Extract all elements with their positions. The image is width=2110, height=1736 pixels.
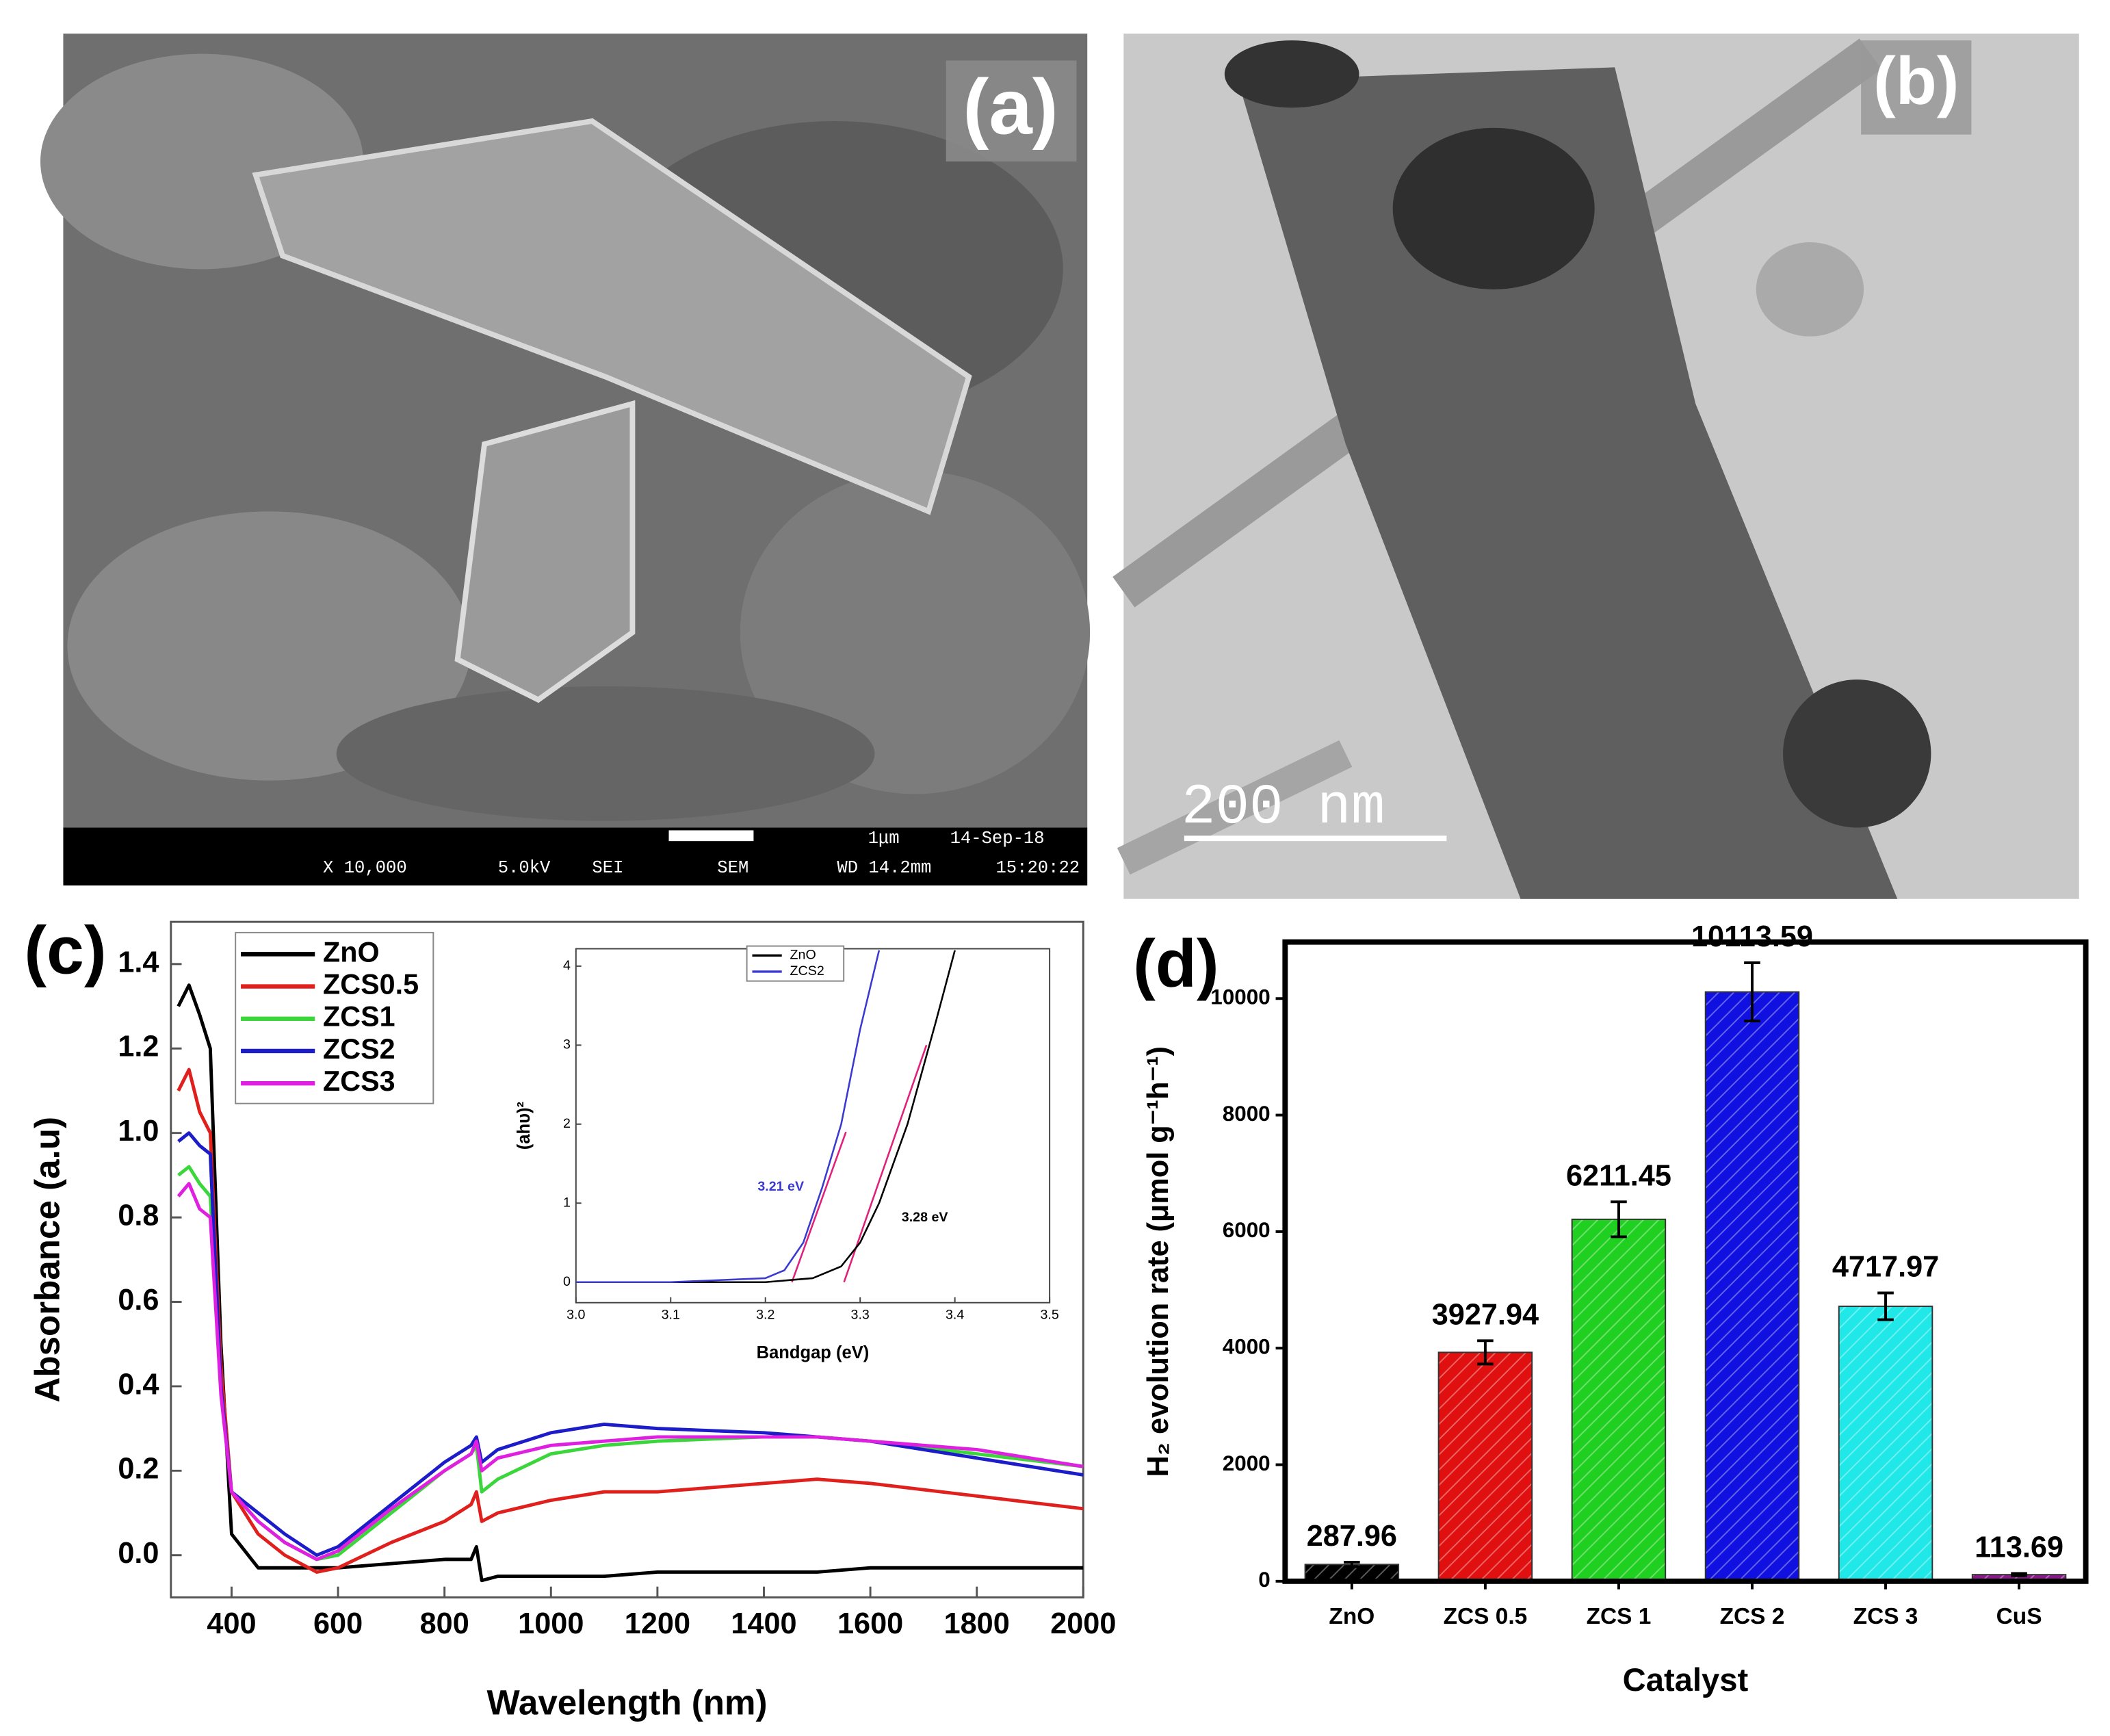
series-line [177,1182,1084,1562]
fit-line [791,1131,847,1283]
x-tick-label: 3.2 [756,1308,774,1323]
data-label: 10113.59 [1691,920,1813,953]
plot-frame [170,920,1084,1598]
error-bar [1877,1291,1894,1321]
x-tick-label: 3.5 [1040,1308,1058,1323]
x-tick-label: 3.3 [851,1308,870,1323]
x-axis-label: Bandgap (eV) [757,1343,870,1362]
y-tick-label: 4000 [1223,1335,1271,1359]
tem-image: (b) 200 nm [1112,34,2079,899]
sem-footer: 14-Sep-18 [950,829,1045,848]
x-tick-label: ZnO [1329,1604,1375,1629]
legend-label: ZnO [323,936,380,968]
x-axis-label: Wavelength (nm) [487,1683,768,1722]
sem-footer: X 10,000 [323,858,407,878]
x-tick-label: 3.0 [566,1308,585,1323]
x-tick-label: ZCS 0.5 [1444,1604,1528,1629]
series-line [177,1165,1084,1562]
sem-footer: 1μm [868,829,900,848]
y-tick-label: 3 [563,1037,571,1052]
sem-footer: WD 14.2mm [837,858,931,878]
panel-label: (d) [1133,926,1219,1001]
y-tick-label: 0.2 [118,1453,159,1486]
sem-footer: 5.0kV [498,858,551,878]
y-tick-label: 0.4 [118,1368,159,1401]
x-tick-label: 400 [207,1607,256,1640]
data-label: 4717.97 [1832,1251,1939,1284]
fit-line [843,1044,928,1283]
legend-label: ZCS2 [323,1033,395,1065]
error-bar [1477,1339,1494,1366]
data-label: 6211.45 [1566,1159,1671,1192]
y-axis-label: Absorbance (a.u) [27,1117,66,1403]
y-tick-label: 1.2 [118,1031,159,1063]
y-tick-label: 2000 [1223,1451,1271,1475]
x-tick-label: 1200 [625,1607,690,1640]
sem-footer: SEM [717,858,748,878]
sem-footer: 15:20:22 [995,858,1080,878]
x-tick-label: 1600 [837,1607,903,1640]
legend-label: ZnO [790,948,816,963]
error-bar [1344,1560,1360,1568]
legend-label: ZCS3 [323,1065,395,1097]
y-tick-label: 2 [563,1116,571,1131]
y-tick-label: 0 [563,1274,571,1289]
data-label: 3927.94 [1432,1298,1539,1331]
series-line [575,950,881,1284]
error-bar [2011,1572,2027,1577]
panel-label: (a) [963,64,1058,151]
y-axis-label: H₂ evolution rate (μmol g⁻¹h⁻¹) [1142,1046,1175,1477]
x-tick-label: 1000 [518,1607,584,1640]
bar [1571,1218,1667,1582]
y-tick-label: 6000 [1223,1218,1271,1242]
series-line [575,950,956,1284]
x-tick-label: ZCS 2 [1720,1604,1785,1629]
annotation: 3.28 eV [902,1210,948,1225]
x-tick-label: ZCS 3 [1853,1604,1918,1629]
x-axis-label: Catalyst [1623,1662,1749,1698]
x-tick-label: 3.1 [662,1308,680,1323]
bar [1704,991,1800,1582]
y-tick-label: 0.6 [118,1284,159,1317]
x-tick-label: 800 [420,1607,469,1640]
x-tick-label: ZCS 1 [1587,1604,1652,1629]
legend-label: ZCS2 [790,963,824,979]
x-tick-label: 1400 [731,1607,796,1640]
panel-label: (b) [1873,43,1959,118]
legend-box [746,945,845,982]
x-tick-label: CuS [1996,1604,2042,1629]
scale-bar-label: 200 nm [1182,775,1385,840]
y-tick-label: 8000 [1223,1102,1271,1126]
y-tick-label: 10000 [1210,985,1270,1009]
y-tick-label: 4 [563,958,571,973]
x-tick-label: 3.4 [946,1308,964,1323]
panel-label: (c) [24,912,106,987]
y-tick-label: 1.4 [118,946,159,979]
x-tick-label: 2000 [1050,1607,1116,1640]
legend-label: ZCS1 [323,1001,395,1033]
bar [1437,1351,1533,1582]
y-tick-label: 0.8 [118,1200,159,1232]
sem-image: (a) 1μm 14-Sep-18 X 10,000 5.0kV SEI SEM… [40,34,1091,886]
y-tick-label: 1.0 [118,1115,159,1148]
y-tick-label: 0.0 [118,1537,159,1570]
error-bar [1611,1200,1627,1239]
bar [1838,1306,1933,1582]
legend-label: ZCS0.5 [323,968,419,1000]
y-axis-label: (ahυ)² [515,1102,534,1150]
error-bar [1744,961,1760,1023]
y-tick-label: 1 [563,1195,571,1210]
plot-frame [575,948,1051,1304]
data-label: 113.69 [1975,1531,2063,1564]
annotation: 3.21 eV [757,1179,804,1194]
x-tick-label: 600 [313,1607,363,1640]
plot-frame [1282,939,2089,1584]
x-tick-label: 1800 [944,1607,1010,1640]
charts: 400 600 800 1000 1200 1400 1600 1800 20000.00.20… [24,912,2089,1722]
data-label: 287.96 [1307,1520,1397,1553]
sem-footer: SEI [592,858,623,878]
y-tick-label: 0 [1258,1568,1271,1592]
